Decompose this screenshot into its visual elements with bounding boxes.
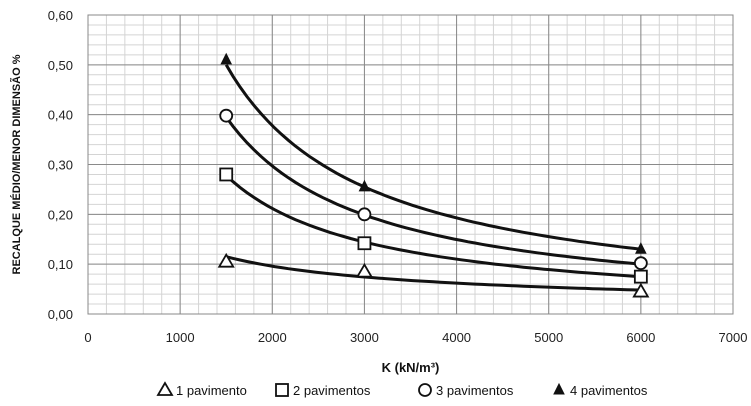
data-point — [220, 52, 233, 65]
data-point — [219, 108, 234, 123]
y-tick-label: 0,50 — [48, 58, 73, 73]
data-point — [219, 167, 234, 182]
y-tick-label: 0,40 — [48, 108, 73, 123]
data-point — [632, 282, 650, 298]
data-markers — [217, 52, 650, 298]
trend-curve — [225, 174, 641, 279]
plot-area-border — [87, 14, 734, 315]
y-tick-label: 0,20 — [48, 207, 73, 222]
legend-label: 1 pavimento — [176, 383, 247, 398]
x-tick-label: 6000 — [626, 330, 655, 345]
data-point — [358, 179, 371, 192]
trend-curve — [225, 116, 642, 266]
trend-curve — [225, 255, 641, 292]
x-tick-label: 5000 — [534, 330, 563, 345]
legend-marker — [418, 383, 432, 397]
data-point — [633, 269, 648, 284]
legend: 1 pavimento 2 pavimentos 3 pavimentos 4 pav… — [156, 381, 648, 398]
trend-curves — [224, 64, 642, 292]
y-tick-label: 0,30 — [48, 158, 73, 173]
y-tick-labels: 0,00 0,10 0,20 0,30 0,40 0,50 0,60 — [48, 8, 73, 322]
x-axis-title: K (kN/m³) — [382, 360, 440, 375]
x-tick-label: 0 — [84, 330, 91, 345]
data-point — [635, 242, 647, 254]
y-tick-label: 0,00 — [48, 307, 73, 322]
data-point — [633, 256, 648, 271]
legend-marker — [553, 382, 565, 395]
y-tick-label: 0,60 — [48, 8, 73, 23]
data-point — [357, 236, 372, 251]
legend-marker — [275, 383, 289, 397]
legend-marker — [156, 381, 174, 396]
x-tick-label: 1000 — [166, 330, 195, 345]
x-tick-labels: 0 1000 2000 3000 4000 5000 6000 7000 — [84, 330, 747, 345]
data-point — [355, 262, 373, 278]
legend-label: 3 pavimentos — [436, 383, 514, 398]
data-point — [217, 252, 235, 268]
x-tick-label: 4000 — [442, 330, 471, 345]
trend-curve — [224, 64, 642, 251]
data-point — [357, 207, 372, 222]
y-axis-title: RECALQUE MÉDIO/MENOR DIMENSÃO % — [10, 54, 23, 274]
legend-label: 2 pavimentos — [293, 383, 371, 398]
x-tick-label: 3000 — [350, 330, 379, 345]
y-tick-label: 0,10 — [48, 257, 73, 272]
x-tick-label: 2000 — [258, 330, 287, 345]
x-tick-label: 7000 — [719, 330, 748, 345]
legend-label: 4 pavimentos — [570, 383, 648, 398]
